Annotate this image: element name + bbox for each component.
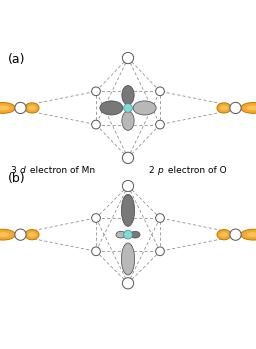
Circle shape (122, 52, 134, 64)
Ellipse shape (241, 103, 256, 113)
Circle shape (156, 120, 164, 129)
Text: electron of Mn: electron of Mn (27, 165, 95, 174)
Circle shape (156, 87, 164, 96)
Ellipse shape (246, 105, 256, 110)
Circle shape (230, 102, 241, 113)
Ellipse shape (116, 231, 126, 238)
Circle shape (92, 247, 100, 256)
Circle shape (92, 87, 100, 96)
Circle shape (15, 102, 26, 113)
Text: d: d (19, 165, 25, 174)
Ellipse shape (217, 230, 231, 240)
Ellipse shape (122, 111, 134, 130)
Circle shape (230, 229, 241, 240)
Text: 3: 3 (10, 165, 16, 174)
Circle shape (124, 104, 132, 112)
Ellipse shape (0, 229, 15, 240)
Ellipse shape (0, 105, 10, 110)
Circle shape (122, 278, 134, 289)
Text: (a): (a) (8, 53, 25, 66)
Circle shape (156, 247, 164, 256)
Ellipse shape (28, 232, 36, 237)
Ellipse shape (130, 231, 140, 238)
Ellipse shape (220, 106, 228, 110)
Circle shape (92, 214, 100, 222)
Ellipse shape (0, 232, 10, 237)
Ellipse shape (122, 86, 134, 105)
Ellipse shape (133, 101, 156, 115)
Ellipse shape (25, 103, 39, 113)
Circle shape (122, 152, 134, 163)
Ellipse shape (28, 106, 36, 110)
Ellipse shape (241, 229, 256, 240)
Ellipse shape (220, 232, 228, 237)
Circle shape (156, 214, 164, 222)
Circle shape (122, 180, 134, 192)
Text: 2: 2 (148, 165, 154, 174)
Ellipse shape (0, 103, 15, 113)
Circle shape (92, 120, 100, 129)
Text: p: p (157, 165, 163, 174)
Circle shape (124, 230, 132, 239)
Text: electron of O: electron of O (165, 165, 227, 174)
Text: (b): (b) (8, 172, 25, 185)
Circle shape (15, 229, 26, 240)
Ellipse shape (100, 101, 123, 115)
Ellipse shape (121, 194, 135, 227)
Ellipse shape (246, 232, 256, 237)
Ellipse shape (25, 230, 39, 240)
Ellipse shape (121, 243, 135, 275)
Ellipse shape (217, 103, 231, 113)
